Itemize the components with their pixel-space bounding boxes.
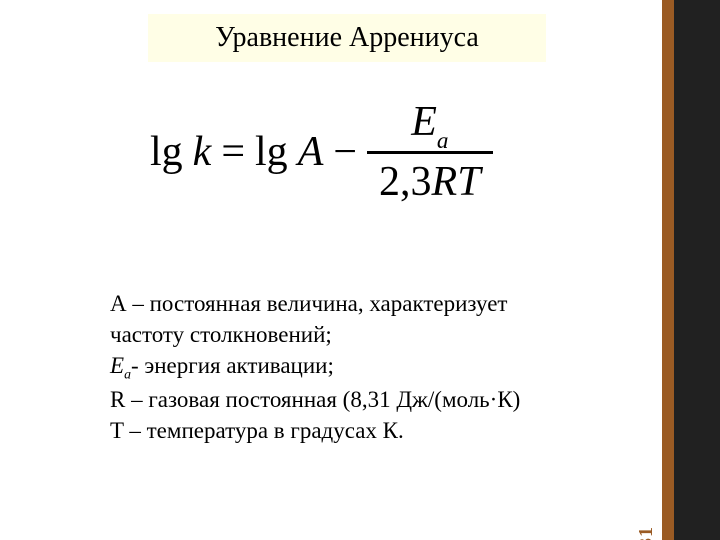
eq-fraction-bar: [367, 151, 493, 154]
eq-equals: =: [221, 128, 245, 176]
eq-den-const: 2,3: [379, 159, 432, 205]
eq-denominator: 2,3RT: [367, 160, 493, 204]
page-number: 31: [635, 526, 658, 540]
eq-E: E: [411, 99, 437, 145]
def-R-line: R – газовая постоянная (8,31 Дж/(моль·К): [110, 384, 630, 415]
def-T-line: T – температура в градусах К.: [110, 415, 630, 446]
eq-lg-right: lg: [255, 128, 288, 176]
def-Ea-a: a: [124, 367, 131, 382]
eq-den-R: R: [432, 159, 458, 205]
eq-k: k: [193, 128, 212, 176]
arrhenius-equation: lg k = lg A − Ea 2,3RT: [150, 100, 493, 204]
decor-stripe-dark: [674, 0, 720, 540]
def-A-line2: частоту столкновений;: [110, 319, 630, 350]
eq-fraction: Ea 2,3RT: [367, 100, 493, 204]
eq-den-T: T: [457, 159, 480, 205]
def-Ea-text: - энергия активации;: [131, 353, 334, 378]
eq-lg-left: lg: [150, 128, 183, 176]
eq-E-sub: a: [437, 127, 449, 153]
decor-stripe-accent: [662, 0, 674, 540]
definitions-block: А – постоянная величина, характеризует ч…: [110, 288, 630, 446]
eq-minus: −: [333, 128, 357, 176]
def-Ea-E: E: [110, 353, 124, 378]
def-A-line1: А – постоянная величина, характеризует: [110, 288, 630, 319]
eq-numerator: Ea: [399, 100, 460, 149]
def-Ea-line: Ea- энергия активации;: [110, 350, 630, 384]
slide: Уравнение Аррениуса lg k = lg A − Ea 2,3…: [0, 0, 720, 540]
slide-title: Уравнение Аррениуса: [148, 14, 546, 62]
def-Ea-symbol: Ea: [110, 353, 131, 378]
eq-A: A: [298, 128, 324, 176]
